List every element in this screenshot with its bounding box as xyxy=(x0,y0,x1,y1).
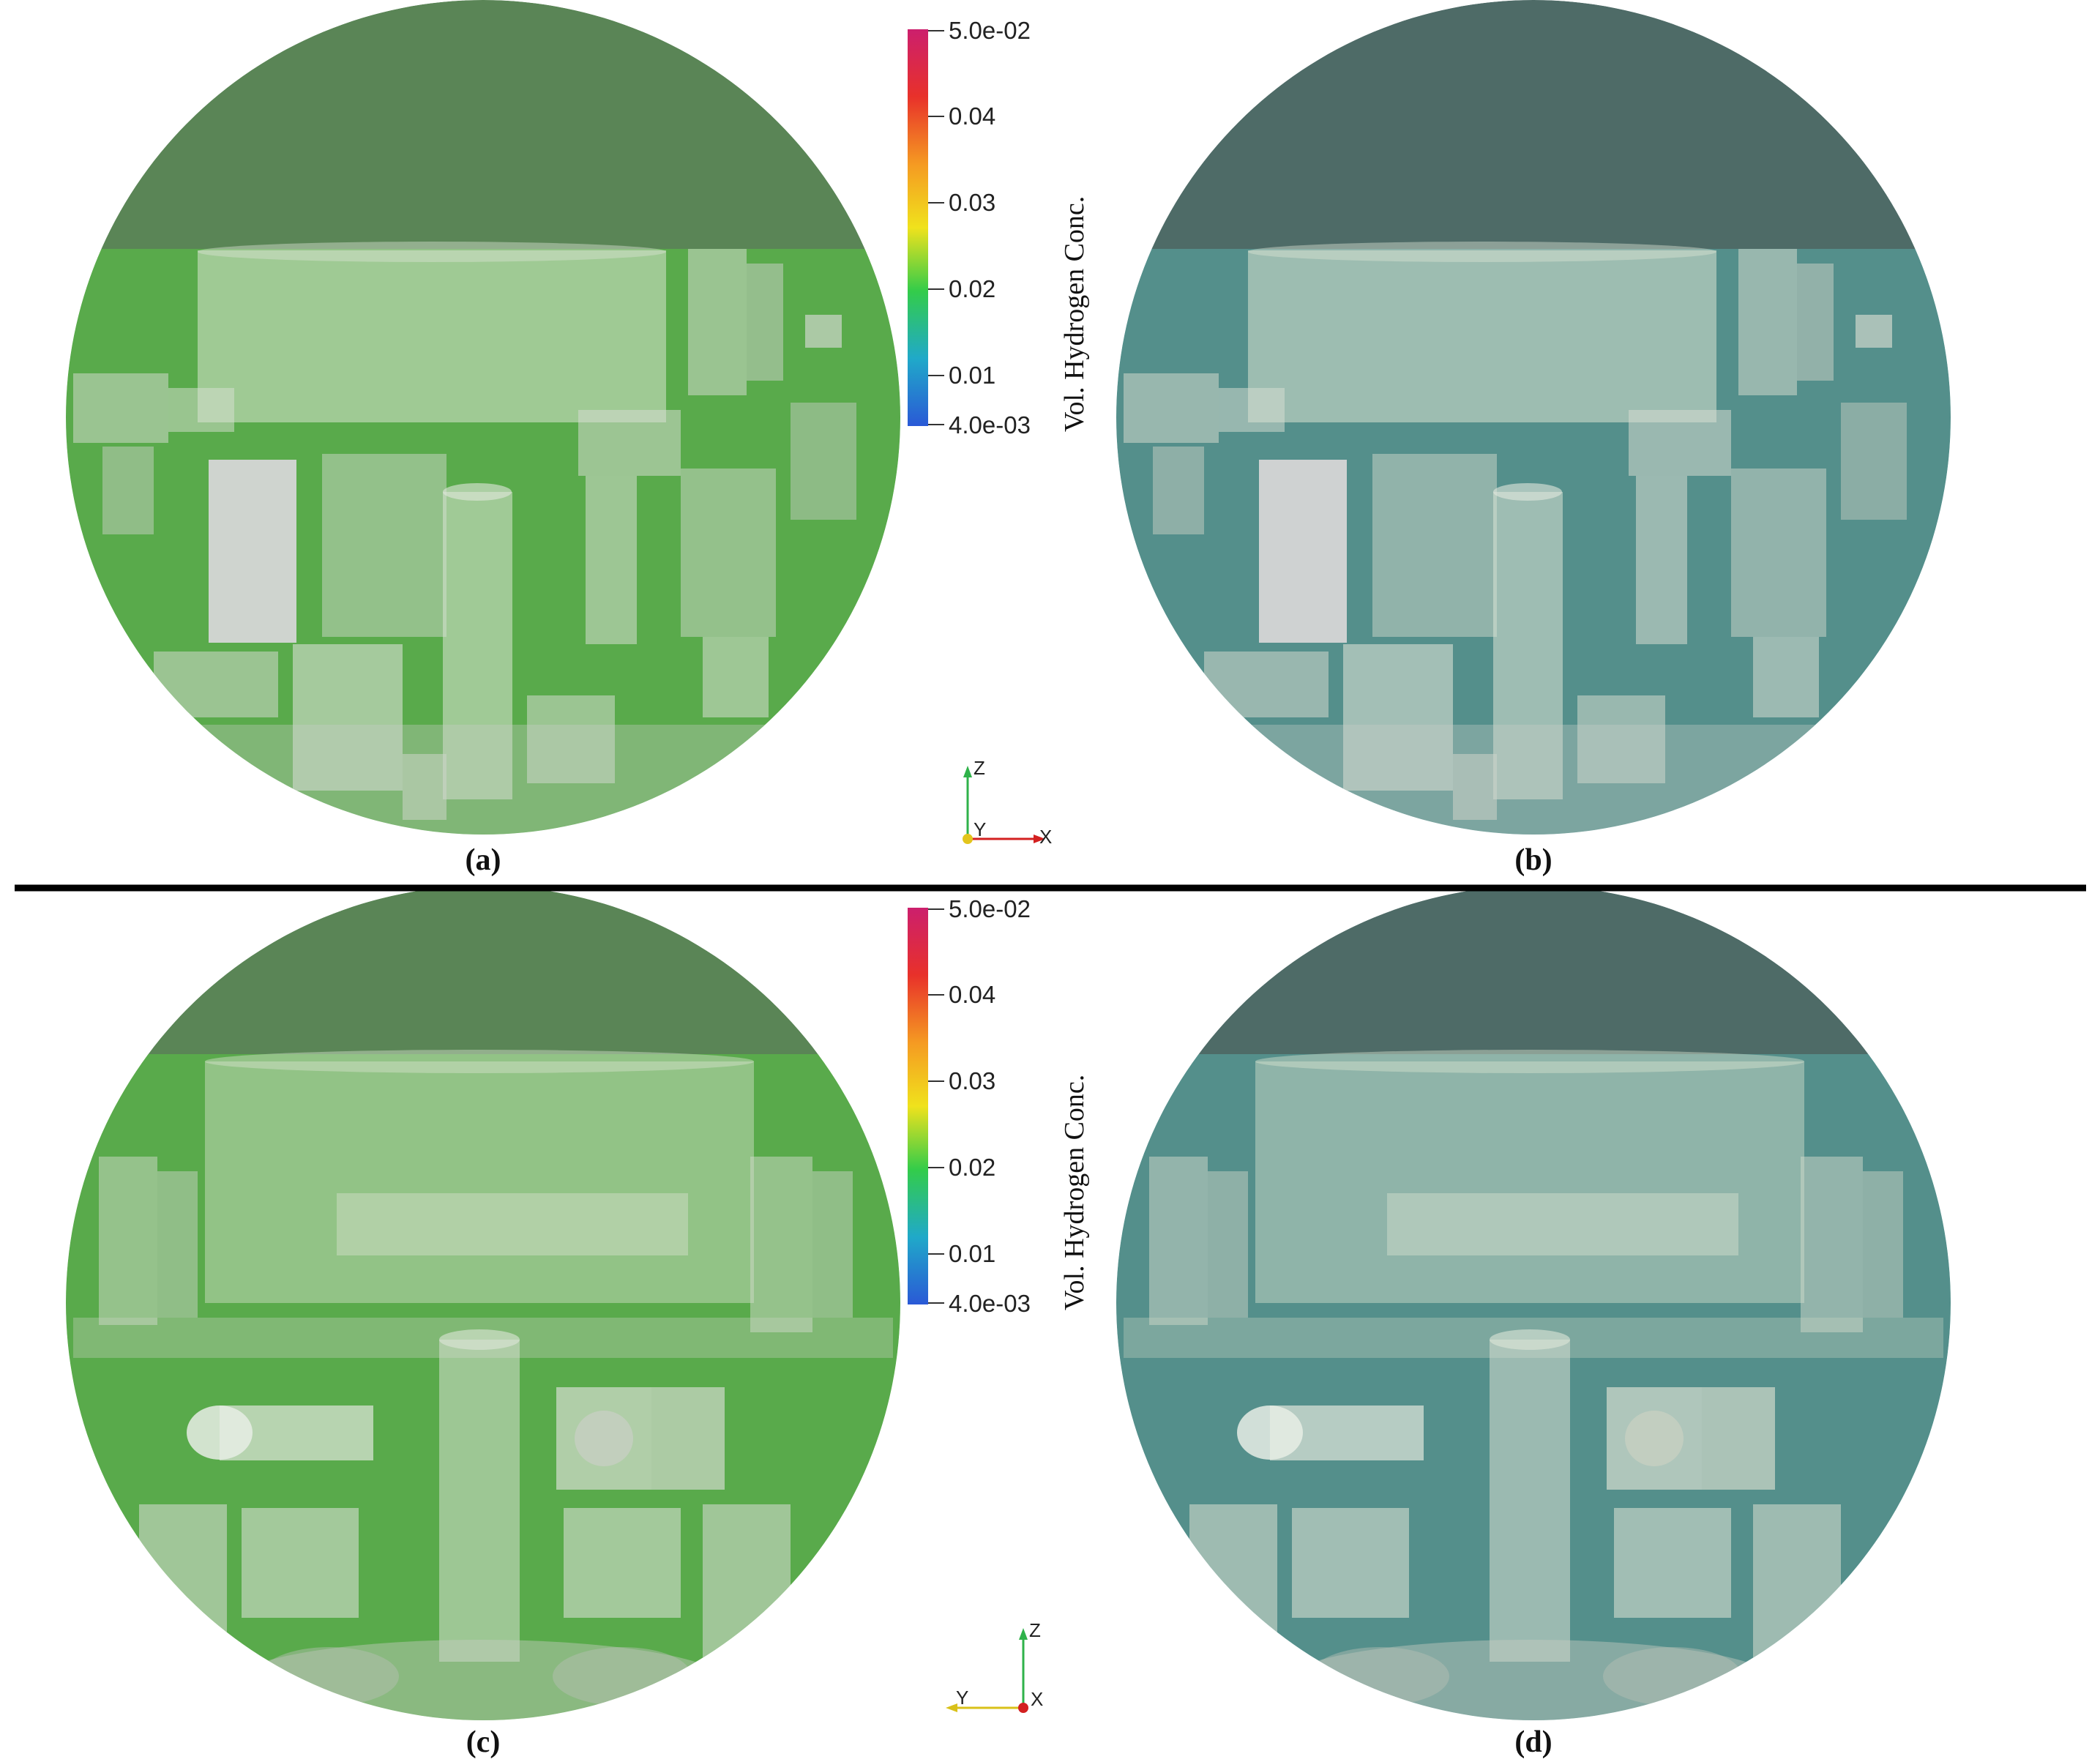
axis-bottom-y: Y xyxy=(956,1687,968,1709)
colorbar-bottom-title: Vol. Hydrogen Conc. xyxy=(1059,1075,1090,1310)
panel-label-a: (a) xyxy=(466,843,501,877)
panel-d xyxy=(1116,886,1951,1720)
axis-bottom-z: Z xyxy=(1029,1619,1041,1641)
axis-bottom-x: X xyxy=(1031,1688,1043,1710)
panel-label-b: (b) xyxy=(1514,843,1552,877)
colorbar-gradient-top xyxy=(908,29,928,426)
colorbar-top-tick-2: 0.03 xyxy=(949,189,995,216)
colorbar-top-tick-3: 0.02 xyxy=(949,275,995,302)
colorbar-bottom: 5.0e-02 0.04 0.03 0.02 0.01 4.0e-03 Vol.… xyxy=(908,895,1090,1317)
panel-label-c: (c) xyxy=(466,1725,501,1759)
axis-triad-bottom: Z Y X xyxy=(946,1619,1043,1713)
colorbar-bottom-tick-5: 4.0e-03 xyxy=(949,1290,1031,1317)
axis-triad-top: Z Y X xyxy=(963,757,1052,848)
colorbar-top: 5.0e-02 0.04 0.03 0.02 0.01 4.0e-03 Vol.… xyxy=(908,17,1090,438)
panel-label-d: (d) xyxy=(1514,1725,1552,1759)
colorbar-top-tick-5: 4.0e-03 xyxy=(949,411,1031,438)
colorbar-bottom-tick-1: 0.04 xyxy=(949,981,995,1008)
axis-top-y: Y xyxy=(974,818,986,840)
panel-a xyxy=(66,0,900,835)
panel-b xyxy=(1116,0,1951,835)
colorbar-top-tick-1: 0.04 xyxy=(949,102,995,130)
colorbar-top-tick-0: 5.0e-02 xyxy=(949,17,1031,44)
axis-top-x: X xyxy=(1039,826,1052,848)
colorbar-gradient-bottom xyxy=(908,908,928,1304)
colorbar-top-tick-4: 0.01 xyxy=(949,362,995,389)
colorbar-bottom-tick-3: 0.02 xyxy=(949,1154,995,1181)
axis-top-z: Z xyxy=(974,757,985,779)
colorbar-top-title: Vol. Hydrogen Conc. xyxy=(1059,196,1090,432)
colorbar-bottom-tick-4: 0.01 xyxy=(949,1240,995,1267)
colorbar-bottom-tick-0: 5.0e-02 xyxy=(949,895,1031,922)
panel-c xyxy=(66,886,900,1720)
colorbar-bottom-tick-2: 0.03 xyxy=(949,1067,995,1094)
